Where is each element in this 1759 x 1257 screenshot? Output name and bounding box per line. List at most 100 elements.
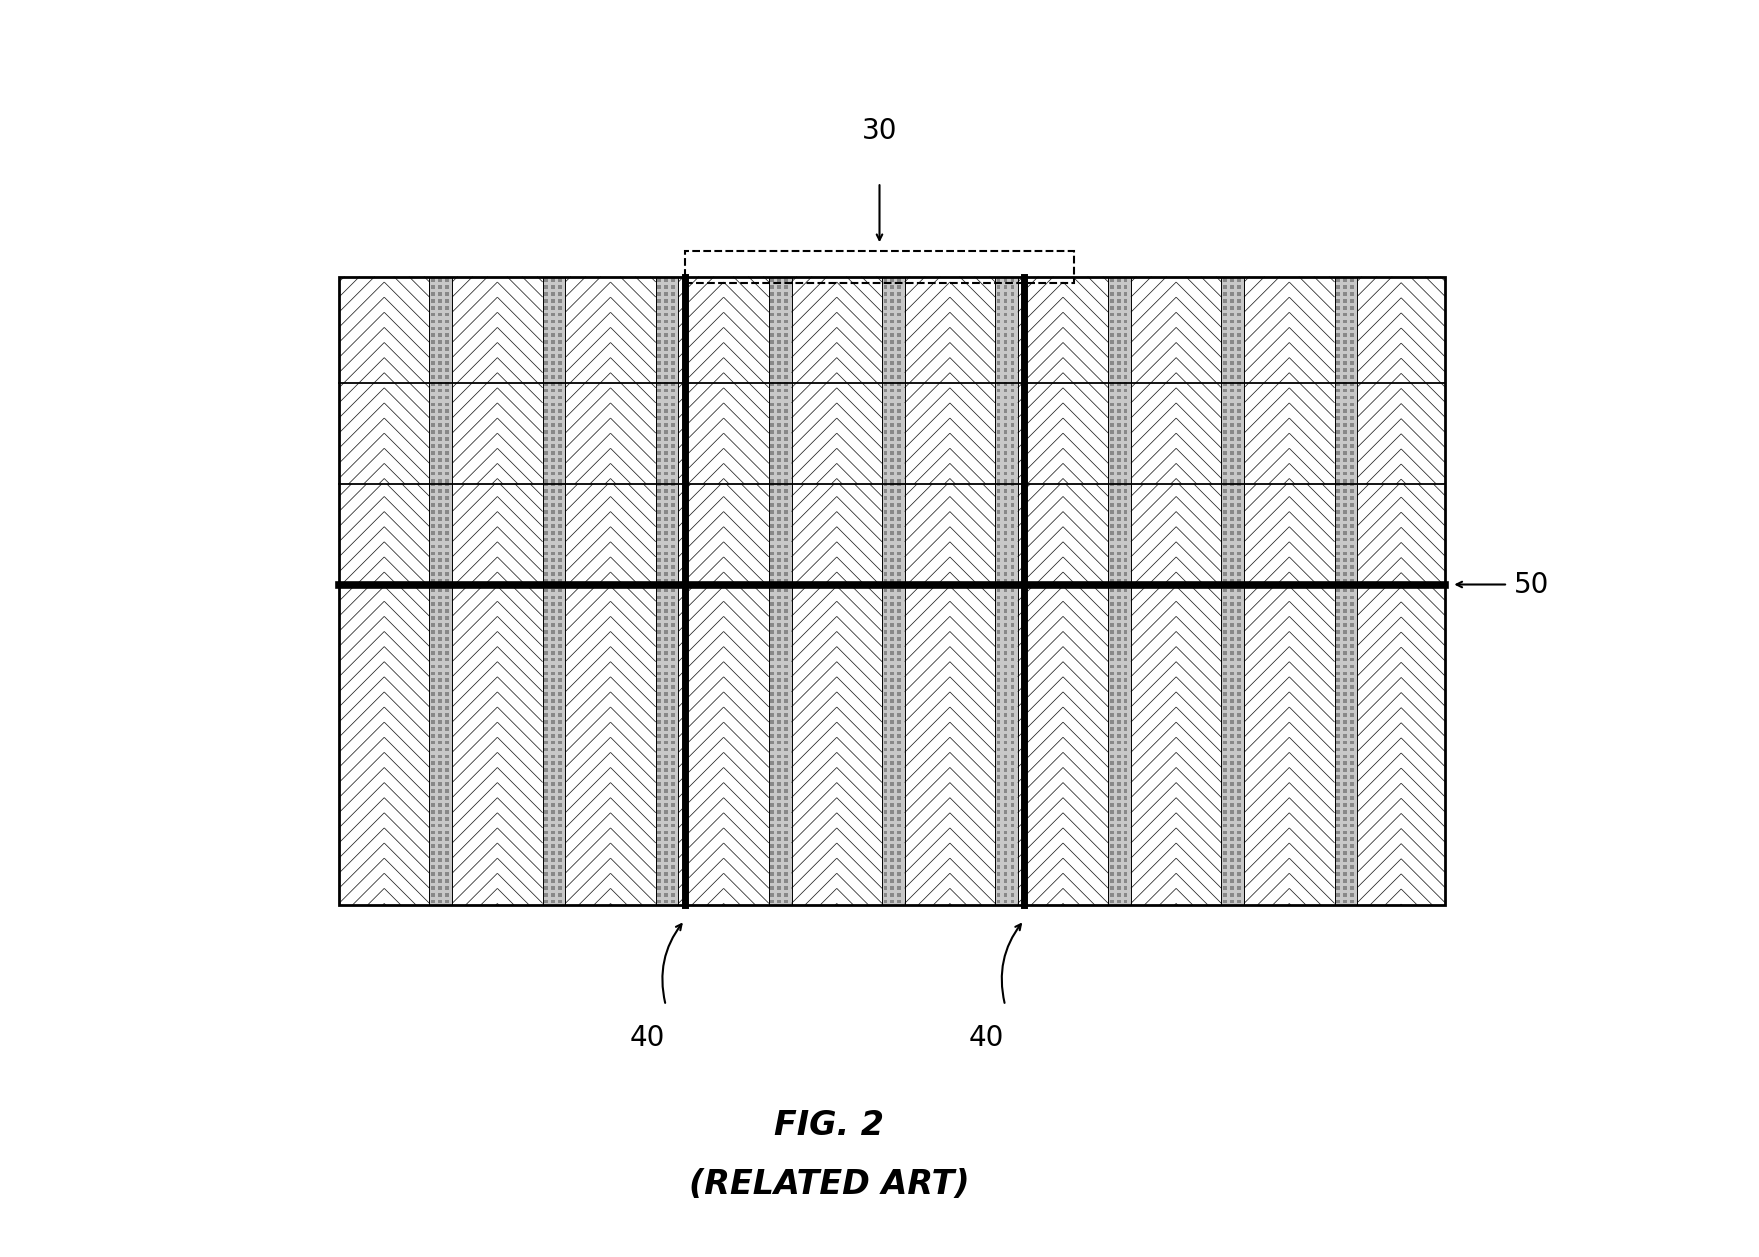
Bar bbox=[897, 637, 901, 641]
Bar bbox=[792, 585, 881, 905]
Bar bbox=[551, 679, 554, 683]
Bar bbox=[1344, 817, 1347, 821]
Bar bbox=[551, 810, 554, 813]
Bar bbox=[1124, 610, 1128, 613]
Bar bbox=[1004, 699, 1008, 703]
Bar bbox=[1349, 727, 1354, 730]
Bar bbox=[1230, 299, 1233, 303]
Bar bbox=[777, 817, 781, 821]
Bar bbox=[1230, 748, 1233, 752]
Bar bbox=[997, 865, 1001, 869]
Bar bbox=[558, 886, 561, 890]
Bar bbox=[551, 879, 554, 882]
Bar bbox=[431, 292, 434, 295]
Bar bbox=[1117, 388, 1120, 392]
Bar bbox=[672, 831, 675, 835]
Bar bbox=[1337, 299, 1340, 303]
Bar bbox=[544, 886, 549, 890]
Bar bbox=[438, 872, 442, 876]
Bar bbox=[1117, 796, 1120, 799]
Bar bbox=[1117, 579, 1120, 583]
Bar bbox=[1230, 333, 1233, 337]
Bar bbox=[544, 713, 549, 716]
Bar bbox=[672, 892, 675, 896]
Bar bbox=[431, 278, 434, 282]
Bar bbox=[1117, 347, 1120, 351]
Bar bbox=[1337, 851, 1340, 855]
Bar bbox=[890, 637, 894, 641]
Bar bbox=[997, 892, 1001, 896]
Bar bbox=[672, 671, 675, 675]
Bar bbox=[431, 610, 434, 613]
Bar bbox=[1344, 596, 1347, 600]
Bar bbox=[777, 651, 781, 655]
Bar bbox=[431, 347, 434, 351]
Bar bbox=[1337, 803, 1340, 807]
Bar bbox=[997, 285, 1001, 289]
Bar bbox=[897, 396, 901, 400]
Bar bbox=[1223, 665, 1226, 669]
Bar bbox=[1124, 572, 1128, 576]
Bar bbox=[431, 517, 434, 520]
Bar bbox=[1004, 347, 1008, 351]
Bar bbox=[770, 671, 774, 675]
Bar bbox=[551, 776, 554, 779]
Bar bbox=[1110, 544, 1113, 548]
Bar bbox=[658, 410, 661, 414]
Bar bbox=[770, 776, 774, 779]
Bar bbox=[1004, 810, 1008, 813]
Bar bbox=[658, 517, 661, 520]
Bar bbox=[897, 796, 901, 799]
Bar bbox=[770, 347, 774, 351]
Bar bbox=[438, 879, 442, 882]
Bar bbox=[1230, 388, 1233, 392]
Bar bbox=[883, 851, 887, 855]
Bar bbox=[558, 699, 561, 703]
Bar bbox=[770, 699, 774, 703]
Bar bbox=[1004, 451, 1008, 455]
Bar bbox=[672, 313, 675, 317]
Bar bbox=[883, 327, 887, 331]
Bar bbox=[665, 396, 668, 400]
Bar bbox=[883, 354, 887, 358]
Bar bbox=[1110, 361, 1113, 365]
Bar bbox=[1237, 424, 1240, 427]
Bar bbox=[544, 637, 549, 641]
Bar bbox=[1110, 388, 1113, 392]
Bar bbox=[431, 458, 434, 461]
Bar bbox=[438, 552, 442, 556]
Bar bbox=[658, 299, 661, 303]
Bar bbox=[1230, 900, 1233, 904]
Bar bbox=[679, 277, 769, 484]
Bar bbox=[890, 410, 894, 414]
Bar bbox=[445, 278, 449, 282]
Bar bbox=[890, 347, 894, 351]
Bar bbox=[551, 740, 554, 744]
Bar bbox=[445, 651, 449, 655]
Bar bbox=[1223, 865, 1226, 869]
Bar bbox=[1004, 313, 1008, 317]
Bar bbox=[1110, 566, 1113, 569]
Bar bbox=[785, 782, 788, 786]
Bar bbox=[883, 665, 887, 669]
Bar bbox=[658, 900, 661, 904]
Bar bbox=[1004, 762, 1008, 766]
Bar bbox=[1337, 524, 1340, 528]
Bar bbox=[558, 859, 561, 862]
Bar bbox=[1237, 471, 1240, 475]
Bar bbox=[672, 782, 675, 786]
Bar bbox=[665, 471, 668, 475]
Bar bbox=[1349, 679, 1354, 683]
Bar bbox=[1344, 693, 1347, 696]
Bar bbox=[785, 892, 788, 896]
Bar bbox=[897, 483, 901, 486]
Bar bbox=[785, 458, 788, 461]
Bar bbox=[785, 558, 788, 562]
Bar bbox=[445, 748, 449, 752]
Bar bbox=[897, 823, 901, 827]
Bar bbox=[558, 517, 561, 520]
Bar bbox=[883, 278, 887, 282]
Bar bbox=[672, 727, 675, 730]
Bar bbox=[1344, 465, 1347, 469]
Bar bbox=[1344, 333, 1347, 337]
